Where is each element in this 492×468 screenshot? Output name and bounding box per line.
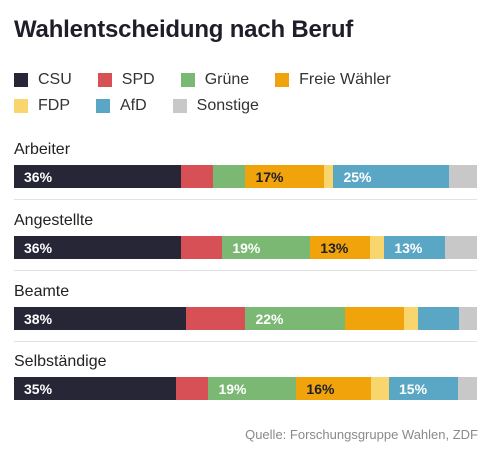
group-divider: [14, 199, 477, 200]
category-label-selbstaendige: Selbständige: [14, 353, 107, 370]
data-label: 35%: [24, 381, 53, 397]
category-label-beamte: Beamte: [14, 283, 70, 300]
legend-swatch: [97, 72, 112, 87]
legend-label: AfD: [120, 96, 147, 114]
legend-swatch: [172, 98, 187, 113]
data-label: 13%: [320, 240, 349, 256]
bar-segment-csu: 36%: [14, 165, 181, 188]
bar-segment-afd: 15%: [389, 377, 459, 400]
data-label: 25%: [343, 169, 372, 185]
bar-segment-spd: [180, 165, 214, 188]
data-label: 15%: [399, 381, 428, 397]
legend-label: Grüne: [204, 70, 250, 88]
bar-angestellte: 36% 19% 13% 13%: [14, 236, 477, 259]
data-label: 36%: [24, 240, 53, 256]
legend-item-sonstige: Sonstige: [172, 96, 259, 114]
legend-swatch: [180, 72, 195, 87]
legend-label: FDP: [38, 96, 70, 114]
bar-segment-fdp: [324, 165, 334, 188]
bar-segment-freie-waehler: [345, 307, 405, 330]
legend-swatch: [14, 98, 28, 113]
bar-segment-gruene: [213, 165, 246, 188]
data-label: 17%: [255, 169, 284, 185]
bar-segment-gruene: 19%: [208, 377, 297, 400]
data-label: 22%: [255, 311, 284, 327]
legend-label: CSU: [38, 70, 72, 88]
group-divider: [14, 270, 477, 271]
legend-item-freie-waehler: Freie Wähler: [275, 71, 391, 88]
bar-beamte: 38% 22%: [14, 307, 477, 330]
legend-swatch: [14, 72, 28, 87]
bar-segment-csu: 35%: [14, 377, 177, 400]
legend-label: SPD: [121, 70, 155, 88]
legend-item-fdp: FDP: [14, 97, 70, 114]
bar-segment-afd: 13%: [384, 236, 445, 259]
bar-segment-gruene: 22%: [245, 307, 346, 330]
bar-segment-sonstige: [458, 307, 477, 330]
legend-item-gruene: Grüne: [180, 70, 250, 88]
legend-swatch: [275, 72, 290, 87]
chart-title: Wahlentscheidung nach Beruf: [14, 16, 354, 43]
bar-selbstaendige: 35% 19% 16% 15%: [14, 377, 477, 400]
bar-segment-fdp: [370, 377, 390, 400]
bar-segment-freie-waehler: 16%: [296, 377, 371, 400]
bar-arbeiter: 36% 17% 25%: [14, 165, 477, 188]
category-label-arbeiter: Arbeiter: [14, 141, 71, 158]
bar-segment-csu: 38%: [14, 307, 187, 330]
data-label: 16%: [306, 381, 335, 397]
data-label: 19%: [218, 381, 247, 397]
data-label: 13%: [394, 240, 423, 256]
bar-segment-freie-waehler: 13%: [310, 236, 371, 259]
data-label: 19%: [232, 240, 261, 256]
legend-item-csu: CSU: [14, 71, 72, 88]
legend-label: Sonstige: [196, 96, 259, 114]
data-label: 38%: [24, 311, 53, 327]
bar-segment-sonstige: [449, 165, 477, 188]
bar-segment-csu: 36%: [14, 236, 181, 259]
data-label: 36%: [24, 169, 53, 185]
legend-label: Freie Wähler: [299, 70, 391, 88]
legend-item-afd: AfD: [96, 97, 147, 114]
bar-segment-fdp: [370, 236, 385, 259]
group-divider: [14, 341, 477, 342]
bar-segment-spd: [180, 236, 223, 259]
bar-segment-sonstige: [458, 377, 477, 400]
bar-segment-gruene: 19%: [222, 236, 311, 259]
category-label-angestellte: Angestellte: [14, 212, 94, 229]
bar-segment-afd: [417, 307, 459, 330]
bar-segment-spd: [176, 377, 209, 400]
bar-segment-freie-waehler: 17%: [245, 165, 325, 188]
bar-segment-spd: [186, 307, 246, 330]
bar-segment-afd: 25%: [333, 165, 450, 188]
legend: CSU SPD Grüne Freie Wähler FDP AfD Sonstige: [14, 71, 484, 114]
source-note: Quelle: Forschungsgruppe Wahlen, ZDF: [245, 427, 478, 442]
bar-segment-sonstige: [444, 236, 477, 259]
legend-item-spd: SPD: [97, 70, 155, 88]
legend-swatch: [96, 98, 110, 113]
bar-segment-fdp: [404, 307, 418, 330]
